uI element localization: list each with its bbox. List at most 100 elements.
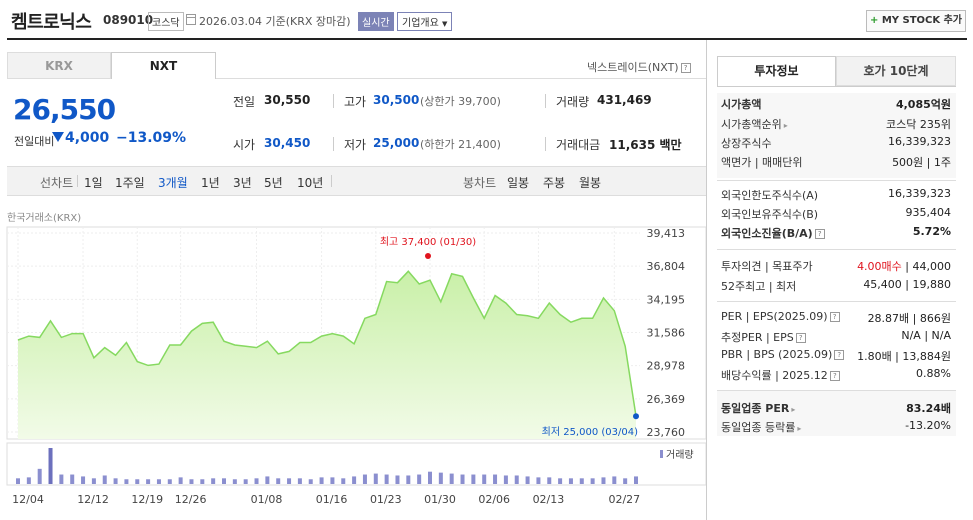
tab-krx[interactable]: KRX	[7, 52, 111, 79]
amount-unit: 백만	[659, 138, 682, 152]
x-tick-label: 12/26	[175, 493, 207, 506]
divider	[717, 301, 956, 302]
invest-row: 상장주식수 16,339,323	[721, 135, 951, 151]
volume-bar	[362, 474, 367, 484]
volume-bar	[102, 475, 107, 484]
volume-bar	[308, 479, 313, 484]
volume-bar	[493, 474, 498, 484]
chevron-down-icon: ▼	[442, 20, 448, 28]
volume-bar	[547, 477, 552, 484]
volume-bar	[428, 471, 432, 484]
volume-bar	[471, 474, 476, 484]
low-point	[633, 413, 639, 420]
volume-bar	[482, 474, 487, 484]
period-1d[interactable]: 1일	[84, 176, 103, 190]
opinion-value: 4.00매수	[857, 260, 902, 273]
y-tick-label: 26,369	[647, 393, 686, 406]
invest-row[interactable]: 동일업종 등락률 ▸ -13.20%	[721, 419, 951, 435]
row-label: 시가총액	[721, 98, 762, 111]
volume-bar	[514, 475, 519, 484]
volume-bar	[81, 476, 86, 484]
period-1y[interactable]: 1년	[201, 176, 220, 190]
x-tick-label: 01/30	[424, 493, 456, 506]
volume-bar	[222, 478, 226, 484]
period-3m[interactable]: 3개월	[158, 176, 188, 190]
period-3y[interactable]: 3년	[233, 176, 252, 190]
volume-bar	[525, 476, 530, 484]
row-value: -13.20%	[905, 419, 951, 432]
divider	[545, 94, 546, 108]
volume-bar	[70, 474, 75, 484]
divider	[333, 137, 334, 151]
change-label: 전일대비	[14, 135, 55, 148]
invest-row[interactable]: 동일업종 PER ▸ 83.24배	[721, 400, 951, 416]
invest-row: PBR | BPS (2025.09)? 1.80배 | 13,884원	[721, 348, 951, 364]
volume-bar	[113, 478, 118, 484]
x-tick-label: 12/19	[131, 493, 163, 506]
row-value: 500원 | 1주	[892, 156, 951, 169]
divider	[331, 175, 332, 187]
candle-daily[interactable]: 일봉	[507, 176, 530, 190]
candle-monthly[interactable]: 월봉	[579, 176, 602, 190]
market-badge: 코스닥	[148, 12, 184, 31]
corp-info-dropdown[interactable]: 기업개요 ▼	[397, 12, 453, 31]
help-icon[interactable]: ?	[834, 350, 845, 360]
nxt-label-text: 넥스트레이드(NXT)	[587, 61, 679, 74]
volume-bar	[48, 448, 53, 484]
x-tick-label: 12/04	[12, 493, 44, 506]
row-label: 52주최고 | 최저	[721, 280, 797, 293]
volume-bar	[536, 477, 541, 484]
add-mystock-button[interactable]: + MY STOCK 추가	[866, 10, 966, 32]
volume-value: 431,469	[597, 93, 652, 107]
stock-code: 089010	[103, 13, 154, 27]
volume-bar	[352, 476, 357, 484]
divider	[545, 137, 546, 151]
open-label: 시가	[233, 138, 256, 152]
invest-row: 투자의견 | 목표주가 4.00매수 | 44,000	[721, 258, 951, 274]
volume-label: 거래량	[556, 95, 590, 109]
y-tick-label: 39,413	[647, 227, 686, 240]
tab-invest-info[interactable]: 투자정보	[717, 56, 836, 86]
stock-name: 켐트로닉스	[11, 12, 92, 33]
tab-nxt[interactable]: NXT	[111, 52, 216, 79]
candle-weekly[interactable]: 주봉	[543, 176, 566, 190]
nxt-label: 넥스트레이드(NXT)?	[587, 59, 691, 75]
divider	[717, 249, 956, 250]
volume-bar	[330, 477, 335, 484]
volume-bar	[243, 479, 248, 484]
sector-box	[717, 391, 956, 436]
row-value: 4.00매수 | 44,000	[857, 258, 951, 274]
row-label: 투자의견 | 목표주가	[721, 260, 813, 273]
line-chart-label: 선차트	[40, 176, 74, 190]
chevron-right-icon: ▸	[797, 424, 802, 433]
volume-bar	[417, 474, 422, 484]
volume-legend-swatch	[660, 450, 663, 458]
volume-bar	[26, 477, 31, 484]
volume-bar	[265, 476, 270, 484]
period-10y[interactable]: 10년	[297, 176, 324, 190]
period-1w[interactable]: 1주일	[115, 176, 145, 190]
prev-label: 전일	[233, 95, 256, 109]
help-icon[interactable]: ?	[829, 312, 840, 322]
help-icon[interactable]: ?	[829, 371, 840, 381]
volume-bar	[254, 478, 259, 484]
mystock-label: MY STOCK 추가	[881, 15, 963, 26]
change-amount: 4,000	[65, 130, 110, 146]
row-label: 외국인한도주식수(A)	[721, 189, 819, 202]
volume-bar	[287, 478, 292, 484]
volume-bar	[438, 472, 443, 484]
volume-bar	[634, 476, 638, 484]
volume-bar	[59, 474, 64, 484]
help-icon[interactable]: ?	[795, 333, 806, 343]
help-icon[interactable]: ?	[814, 229, 825, 239]
help-icon[interactable]: ?	[680, 63, 691, 73]
volume-bar	[156, 479, 161, 484]
high-value: 30,500	[373, 93, 420, 107]
tab-orderbook[interactable]: 호가 10단계	[836, 56, 956, 86]
divider	[717, 86, 956, 87]
invest-row[interactable]: 시가총액순위 ▸ 코스닥 235위	[721, 116, 951, 132]
period-5y[interactable]: 5년	[264, 176, 283, 190]
realtime-button[interactable]: 실시간	[358, 12, 394, 31]
high-label: 고가	[344, 95, 367, 109]
amount-number: 11,635	[609, 138, 656, 152]
